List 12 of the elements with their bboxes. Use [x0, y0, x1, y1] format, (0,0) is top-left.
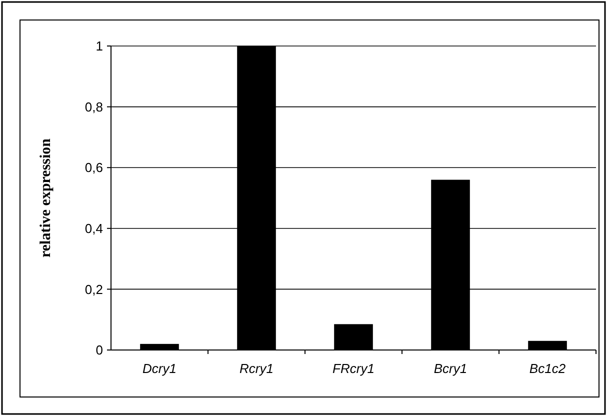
x-tick-label: Rcry1: [240, 361, 274, 376]
y-tick-label: 0,6: [84, 160, 103, 176]
x-tick-label: FRcry1: [332, 361, 374, 376]
y-tick-label: 1: [96, 38, 103, 54]
y-tick-label: 0,4: [84, 220, 103, 236]
x-tick-label: Dcry1: [142, 361, 176, 376]
x-tick-label: Bc1c2: [529, 361, 566, 376]
y-axis-title: relative expression: [38, 138, 54, 258]
y-tick-label: 0,2: [84, 282, 103, 297]
y-tick-label: 0: [96, 342, 103, 358]
x-tick-label: Bcry1: [434, 361, 468, 376]
y-tick-label: 0,8: [84, 99, 103, 114]
